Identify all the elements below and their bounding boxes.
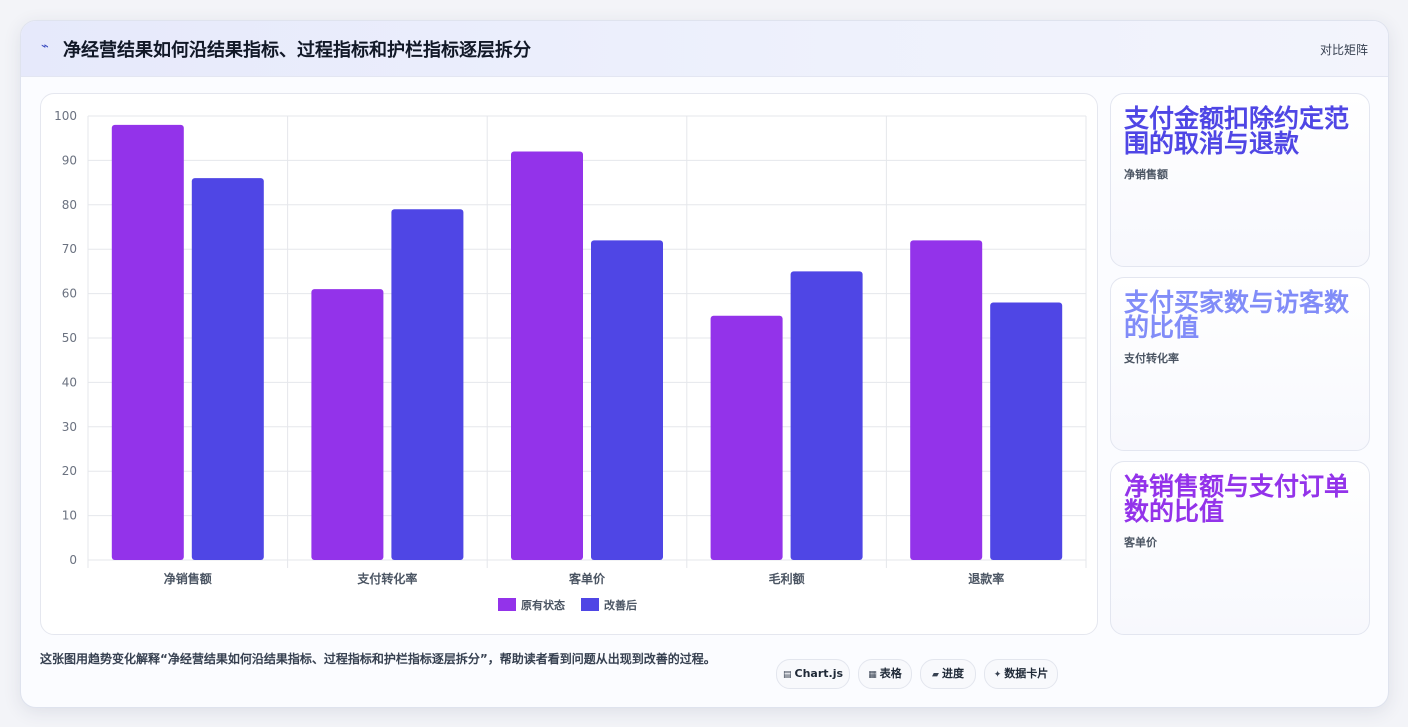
- table-icon: ▦: [868, 670, 877, 680]
- side-card-title: 支付金额扣除约定范围的取消与退款: [1124, 104, 1350, 158]
- side-card-subtitle: 客单价: [1124, 536, 1157, 549]
- sparkle-icon: ✦: [993, 670, 1002, 680]
- side-card-conversion: 支付买家数与访客数的比值 支付转化率: [1110, 277, 1370, 451]
- tag-label: 进度: [941, 667, 964, 680]
- progress-icon: ▰: [932, 670, 939, 680]
- chart-icon: ▤: [782, 670, 792, 680]
- main-card: ⌁ 净经营结果如何沿结果指标、过程指标和护栏指标逐层拆分 对比矩阵 0 10 20 3…: [20, 20, 1389, 708]
- tag-chartjs[interactable]: ▤ Chart.js: [776, 659, 850, 689]
- tag-label: Chart.js: [794, 667, 844, 680]
- tag-data-card[interactable]: ✦ 数据卡片: [984, 659, 1058, 689]
- x-tick-label: 支付转化率: [356, 571, 417, 586]
- tag-table[interactable]: ▦ 表格: [858, 659, 912, 689]
- x-tick-label: 毛利额: [769, 571, 805, 586]
- y-tick-label: 80: [62, 198, 77, 212]
- tag-label: 表格: [879, 667, 902, 680]
- bar-before: [111, 124, 184, 560]
- tag-label: 数据卡片: [1004, 667, 1049, 680]
- legend-swatch: [581, 598, 599, 611]
- bar-after: [191, 178, 264, 560]
- x-tick-label: 客单价: [568, 571, 606, 586]
- bar-before: [710, 315, 783, 560]
- x-tick-label: 退款率: [968, 571, 1004, 586]
- y-tick-label: 40: [62, 375, 77, 389]
- bar-after: [591, 240, 663, 560]
- side-card-subtitle: 支付转化率: [1124, 352, 1179, 365]
- compare-matrix-link[interactable]: 对比矩阵: [1319, 43, 1368, 57]
- bar-before: [311, 289, 384, 560]
- bar-after: [391, 209, 464, 560]
- y-tick-label: 50: [62, 331, 77, 345]
- y-tick-label: 30: [62, 420, 77, 434]
- bar-chart: 0 10 20 30 40 50 60 70 80 90 100 净销售额 支付转化率 客单价 毛利额 退款率…: [54, 109, 1087, 612]
- legend-swatch: [498, 598, 516, 611]
- bar-after: [990, 302, 1063, 560]
- bar-before: [511, 151, 583, 560]
- y-tick-label: 70: [62, 242, 77, 256]
- y-tick-label: 10: [62, 509, 77, 523]
- chart-description: 这张图用趋势变化解释“净经营结果如何沿结果指标、过程指标和护栏指标逐层拆分”，帮…: [40, 652, 716, 666]
- trend-icon: ⌁: [41, 39, 49, 54]
- y-tick-label: 60: [62, 287, 77, 301]
- y-tick-label: 20: [62, 464, 77, 478]
- bar-after: [790, 271, 863, 560]
- legend-label: 改善后: [604, 598, 637, 612]
- y-tick-label: 100: [54, 109, 77, 123]
- page-title: 净经营结果如何沿结果指标、过程指标和护栏指标逐层拆分: [63, 40, 531, 61]
- side-card-subtitle: 净销售额: [1124, 168, 1168, 181]
- side-card-net-sales: 支付金额扣除约定范围的取消与退款 净销售额: [1110, 93, 1370, 267]
- chart-panel: 0 10 20 30 40 50 60 70 80 90 100 净销售额 支付转化率 客单价 毛利额 退款率…: [40, 93, 1098, 635]
- tag-progress[interactable]: ▰ 进度: [920, 659, 976, 689]
- side-card-title: 净销售额与支付订单数的比值: [1124, 472, 1350, 526]
- y-tick-label: 0: [69, 553, 77, 567]
- x-tick-label: 净销售额: [164, 571, 212, 586]
- bar-before: [910, 240, 983, 560]
- legend-label: 原有状态: [521, 598, 565, 612]
- header: ⌁ 净经营结果如何沿结果指标、过程指标和护栏指标逐层拆分 对比矩阵: [21, 21, 1388, 77]
- side-card-title: 支付买家数与访客数的比值: [1124, 288, 1350, 342]
- y-tick-label: 90: [62, 153, 77, 167]
- side-card-aov: 净销售额与支付订单数的比值 客单价: [1110, 461, 1370, 635]
